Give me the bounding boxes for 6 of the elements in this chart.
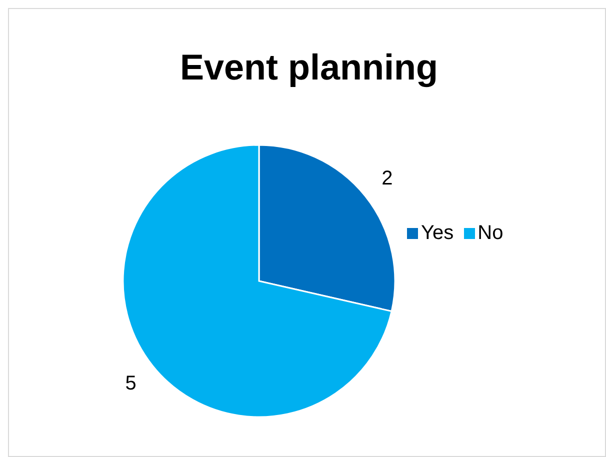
pie-slice xyxy=(122,144,392,418)
data-label: 2 xyxy=(382,168,393,190)
legend-label: Yes xyxy=(421,222,454,245)
chart-title: Event planning xyxy=(180,46,438,88)
data-label: 5 xyxy=(125,372,136,394)
legend-label: No xyxy=(478,222,504,245)
